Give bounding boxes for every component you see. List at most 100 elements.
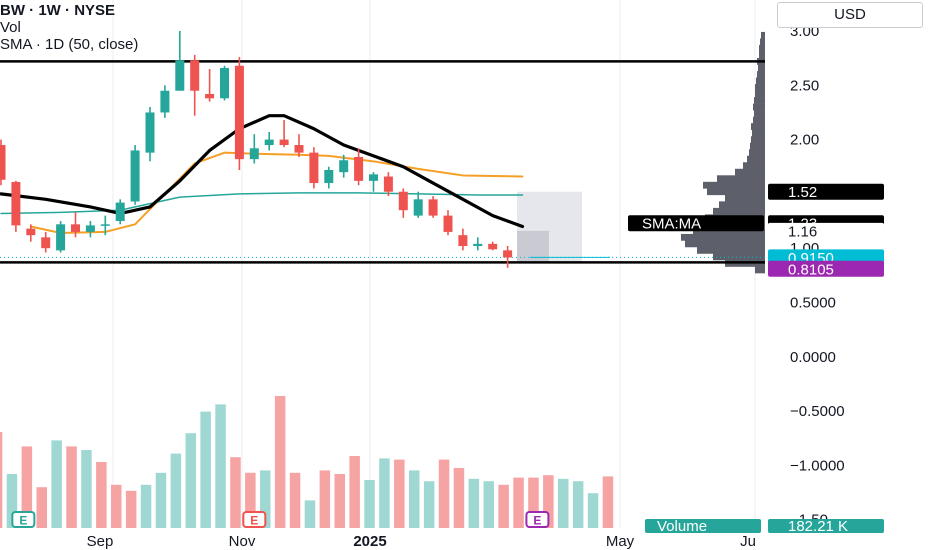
candle-body (130, 150, 140, 202)
volume-bar (483, 481, 494, 528)
volume-bar (513, 477, 524, 528)
candle-body (100, 224, 110, 226)
volume-profile-row (725, 194, 765, 202)
candle-body (458, 235, 468, 247)
earnings-marker-label: E (19, 514, 27, 528)
candle-body (294, 145, 304, 153)
earnings-marker: E (11, 511, 36, 528)
legend-interval[interactable]: 1W (38, 2, 61, 19)
volume-profile-row (713, 253, 765, 261)
volume-profile-row (755, 266, 765, 274)
volume-profile-row (697, 246, 765, 254)
volume-tag-value: 182.21 K (788, 518, 848, 535)
candle-body (234, 65, 244, 160)
volume-bar (394, 459, 405, 528)
x-axis-label: Ju (740, 533, 756, 550)
chart-legend: BW · 1W · NYSE Vol SMA · 1D (50, close) (0, 2, 138, 53)
volume-bar (66, 446, 77, 528)
candle-body (71, 224, 80, 232)
volume-profile-row (685, 240, 765, 248)
volume-bar (200, 411, 211, 528)
price-tag-label: 1.52 (788, 184, 817, 201)
candle-body (0, 145, 6, 180)
volume-bar (170, 453, 182, 528)
volume-bar (230, 457, 241, 528)
volume-bar (319, 470, 331, 528)
legend-sep-1: · (29, 2, 35, 19)
candle-body (443, 215, 453, 232)
legend-sma[interactable]: SMA · 1D (50, close) (0, 36, 139, 53)
y-axis-tick-label: −0.5000 (790, 403, 845, 420)
volume-profile-row (757, 71, 765, 78)
y-axis-tick-label: 2.00 (790, 132, 819, 149)
candle-body (249, 148, 259, 160)
volume-profile-row (747, 155, 765, 163)
candle-body (41, 237, 51, 249)
candle-body (383, 176, 393, 192)
volume-profile-row (759, 44, 765, 52)
legend-exchange: NYSE (74, 2, 116, 19)
y-axis-tick-label: −1.0000 (790, 457, 845, 474)
volume-profile-row (759, 51, 765, 59)
sma-tag-label: SMA:MA (642, 216, 701, 233)
volume-bar (572, 481, 584, 528)
legend-volume[interactable]: Vol (0, 19, 21, 36)
candle-body (428, 199, 438, 216)
earnings-marker: E (525, 511, 550, 528)
earnings-marker-box (525, 511, 550, 528)
price-tag-bg (768, 222, 884, 239)
volume-bar (111, 484, 122, 528)
earnings-marker-label: E (533, 514, 541, 528)
volume-bar (438, 459, 450, 528)
legend-symbol[interactable]: BW (0, 2, 25, 19)
candle-body (175, 60, 185, 91)
currency-button[interactable]: USD (777, 2, 923, 28)
volume-profile-row (750, 142, 765, 150)
x-axis-label: May (606, 533, 635, 550)
volume-profile-row (753, 103, 765, 111)
volume-profile-row (761, 31, 765, 39)
volume-bar (155, 472, 167, 528)
candle-body (264, 139, 274, 146)
volume-bar (274, 396, 286, 528)
candle-body (145, 112, 155, 153)
x-axis-label: 2025 (353, 533, 386, 550)
volume-bar (543, 475, 554, 528)
earnings-marker-label: E (250, 514, 258, 528)
volume-tag-label: Volume (657, 518, 707, 535)
volume-profile-row (681, 233, 765, 241)
volume-profile-row (755, 84, 765, 91)
volume-bar (468, 478, 480, 528)
volume-profile-row (754, 97, 765, 104)
y-axis-tick-label: 0.5000 (790, 295, 836, 312)
volume-bar (558, 478, 569, 528)
volume-bar (364, 480, 375, 528)
volume-bar (349, 456, 360, 528)
volume-bar (423, 481, 435, 528)
legend-symbol-line: BW · 1W · NYSE (0, 2, 138, 19)
volume-profile-row (758, 64, 765, 72)
candle-body (220, 67, 229, 99)
volume-profile-row (760, 38, 765, 46)
candle-body (160, 90, 170, 113)
volume-tag-bg (645, 519, 761, 533)
candle-body (205, 93, 215, 99)
sma-line-teal (0, 192, 524, 215)
volume-bar (0, 432, 3, 528)
price-tag-label: 1.16 (788, 223, 817, 240)
volume-profile-row (735, 168, 765, 176)
volume-bar (289, 472, 301, 528)
candle-body (26, 228, 36, 236)
legend-sep-2: · (65, 2, 71, 19)
volume-profile-row (753, 116, 765, 124)
volume-profile-row (749, 149, 765, 157)
volume-profile-row (707, 188, 765, 196)
volume-bar (51, 440, 62, 528)
volume-profile-row (717, 175, 765, 183)
volume-bar (36, 487, 47, 528)
volume-bar (185, 433, 196, 528)
candle-body (11, 181, 21, 226)
volume-profile-row (754, 110, 765, 117)
earnings-marker-box (11, 511, 36, 528)
